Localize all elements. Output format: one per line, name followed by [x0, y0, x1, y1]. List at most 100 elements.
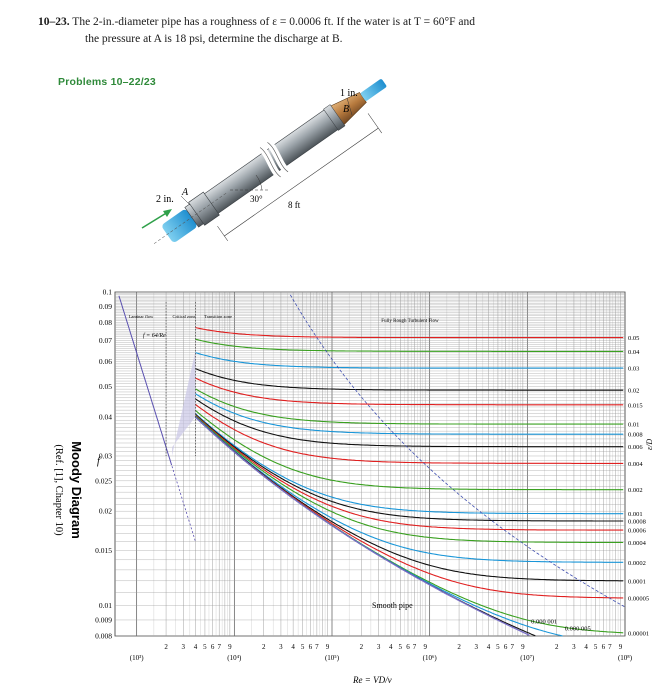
moody-ref-text: (Ref. [1], Chapter 10) — [53, 444, 64, 536]
label-length: 8 ft — [288, 200, 301, 210]
label-inlet-dia: 2 in. — [156, 194, 174, 205]
moody-grid — [114, 291, 626, 637]
eps-label: 0.00001 — [628, 630, 649, 637]
figure-title: Problems 10–22/23 — [58, 76, 156, 88]
eps-label: 0.05 — [628, 335, 639, 342]
x-decade-label: (10⁴) — [227, 654, 242, 662]
x-minor-label: 4 — [194, 643, 198, 651]
x-minor-label: 3 — [572, 643, 576, 651]
moody-title-text: Moody Diagram — [69, 441, 84, 539]
x-minor-label: 9 — [619, 643, 623, 651]
x-decade-label: (10³) — [130, 654, 144, 662]
moody-curve — [195, 388, 624, 425]
moody-curve — [195, 398, 624, 448]
moody-curve — [195, 327, 624, 339]
eps-label: 0.001 — [628, 511, 643, 518]
x-minor-label: 2 — [164, 643, 168, 651]
eps-label: 0.00005 — [628, 595, 649, 602]
moody-curve — [195, 404, 624, 464]
moody-curve — [195, 377, 624, 406]
problem-text-1: The 2-in.-diameter pipe has a roughness … — [72, 16, 475, 28]
eps-label: 0.0004 — [628, 540, 647, 547]
eps-label: 0.0006 — [628, 528, 647, 535]
rough-boundary — [289, 294, 625, 607]
x-decade-label: (10⁸) — [618, 654, 633, 662]
label-point-a: A — [181, 187, 189, 198]
x-minor-label: 6 — [211, 643, 215, 651]
problem-line-1: 10–23. The 2-in.-diameter pipe has a rou… — [38, 14, 638, 31]
problem-line-2: the pressure at A is 18 psi, determine t… — [85, 33, 343, 45]
x-minor-label: 3 — [377, 643, 381, 651]
label-outlet-dia: 1 in. — [340, 88, 358, 99]
x-minor-label: 9 — [326, 643, 330, 651]
zone-critical: Critical zone — [172, 314, 195, 319]
x-minor-label: 9 — [228, 643, 232, 651]
smooth-pipe-label: Smooth pipe — [372, 601, 413, 610]
label-point-b: B — [343, 104, 349, 115]
moody-curve — [195, 338, 624, 352]
x-minor-label: 3 — [475, 643, 479, 651]
outlet-water — [360, 79, 387, 101]
moody-curves — [118, 294, 625, 637]
y-tick-label: 0.015 — [95, 546, 112, 555]
length-dimension — [224, 127, 379, 237]
moody-side-title: Moody Diagram (Ref. [1], Chapter 10) — [53, 441, 84, 539]
x-minor-label: 5 — [594, 643, 598, 651]
x-minor-label: 4 — [487, 643, 491, 651]
x-minor-label: 2 — [457, 643, 461, 651]
x-minor-label: 5 — [203, 643, 207, 651]
moody-curve — [195, 416, 536, 637]
x-minor-label: 7 — [608, 643, 612, 651]
y-tick-label: 0.025 — [95, 476, 112, 485]
y-tick-label: 0.08 — [99, 318, 112, 327]
y-tick-label: 0.03 — [99, 451, 112, 460]
y-tick-label: 0.009 — [95, 615, 112, 624]
moody-curve — [195, 416, 624, 563]
zone-laminar: Laminar flow — [129, 314, 154, 319]
x-minor-label: 4 — [584, 643, 588, 651]
eps-inner-label: 0.000 001 — [531, 619, 557, 626]
label-angle: 30° — [250, 194, 263, 204]
eps-label: 0.0002 — [628, 560, 646, 567]
zone-rough: Fully Rough Turbulent Flow — [381, 319, 439, 324]
x-minor-label: 6 — [504, 643, 508, 651]
x-minor-label: 7 — [217, 643, 221, 651]
x-minor-label: 7 — [510, 643, 514, 651]
x-minor-label: 5 — [496, 643, 500, 651]
moody-labels: 0.10.090.080.070.060.050.040.030.0250.02… — [95, 288, 649, 663]
f-axis-label: f — [97, 456, 101, 467]
moody-curve — [195, 414, 624, 531]
x-minor-label: 6 — [309, 643, 313, 651]
x-minor-label: 6 — [406, 643, 410, 651]
y-tick-label: 0.1 — [103, 288, 113, 297]
x-minor-label: 2 — [555, 643, 559, 651]
laminar-line — [118, 295, 173, 466]
eps-label: 0.04 — [628, 349, 640, 356]
moody-curve — [195, 415, 624, 544]
moody-curve — [195, 368, 624, 391]
y-tick-label: 0.008 — [95, 632, 112, 641]
x-minor-label: 4 — [291, 643, 295, 651]
laminar-equation: f = 64/Re — [143, 332, 166, 339]
x-decade-label: (10⁵) — [325, 654, 340, 662]
eps-label: 0.0008 — [628, 518, 646, 525]
y-tick-label: 0.02 — [99, 507, 112, 516]
laminar-extension — [171, 466, 196, 542]
x-minor-label: 9 — [423, 643, 427, 651]
eps-label: 0.01 — [628, 422, 639, 429]
x-minor-label: 2 — [360, 643, 364, 651]
eps-label: 0.006 — [628, 444, 643, 451]
eps-label: 0.015 — [628, 402, 643, 409]
y-tick-label: 0.07 — [99, 336, 112, 345]
eps-label: 0.03 — [628, 366, 639, 373]
critical-zone-band — [171, 350, 196, 456]
x-minor-label: 5 — [301, 643, 305, 651]
problem-number: 10–23. — [38, 16, 70, 28]
moody-curve — [195, 416, 624, 599]
flow-arrow — [141, 211, 169, 229]
y-tick-label: 0.04 — [99, 412, 112, 421]
x-minor-label: 5 — [399, 643, 403, 651]
reynolds-label: Re = VD/ν — [352, 675, 392, 685]
moody-curve — [195, 416, 530, 636]
eps-label: 0.002 — [628, 487, 643, 494]
